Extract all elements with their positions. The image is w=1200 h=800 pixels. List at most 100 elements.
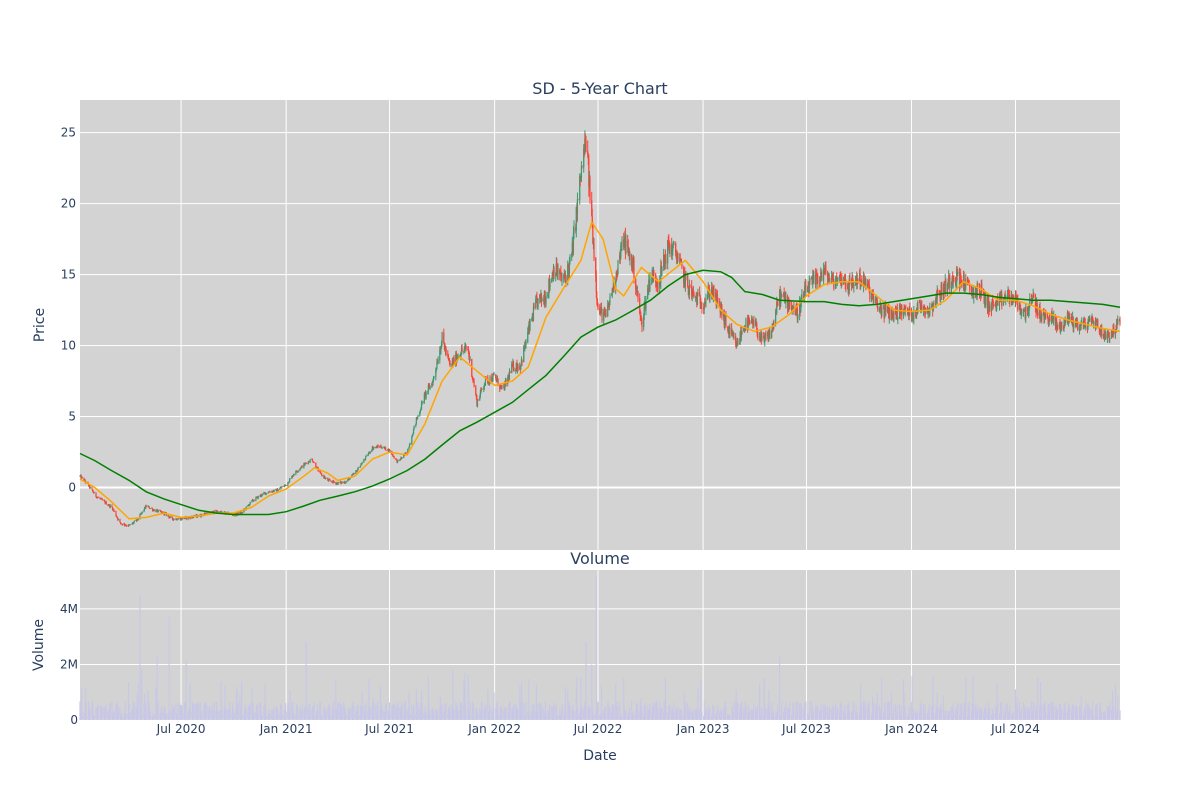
volume-bar	[765, 708, 767, 720]
candle-body	[177, 519, 179, 520]
candle-body	[281, 487, 283, 488]
volume-bar	[445, 703, 447, 720]
candle-body	[617, 260, 619, 275]
candle-body	[556, 274, 559, 276]
candle-body	[295, 470, 297, 475]
candle-body	[323, 475, 325, 478]
candle-body	[341, 482, 343, 483]
candle-body	[117, 519, 119, 520]
candle-body	[469, 358, 471, 360]
candle-body	[581, 166, 583, 168]
candle-body	[595, 275, 597, 292]
volume-bar	[717, 707, 719, 720]
volume-bar	[913, 712, 915, 720]
candle-body	[579, 176, 581, 180]
volume-bar	[768, 690, 770, 720]
candle-body	[719, 300, 721, 303]
volume-bar	[147, 691, 149, 720]
candle-body	[131, 523, 133, 525]
candle-body	[531, 319, 533, 320]
volume-bar	[904, 707, 906, 720]
candle-body	[864, 280, 866, 285]
candle-body	[347, 478, 350, 480]
candle-body	[792, 307, 794, 309]
candle-body	[291, 475, 293, 479]
volume-bar	[749, 709, 751, 720]
candle-body	[761, 335, 763, 341]
candle-body	[281, 486, 283, 488]
candle-body	[360, 464, 363, 465]
volume-bar	[884, 702, 886, 720]
candle-body	[393, 456, 395, 459]
volume-bar	[319, 702, 322, 720]
candle-body	[123, 523, 126, 526]
candle-body	[1095, 321, 1097, 329]
candle-body	[937, 290, 939, 293]
volume-bar	[796, 702, 798, 720]
volume-bar	[709, 708, 711, 720]
candle-body	[873, 300, 875, 302]
volume-bar	[535, 684, 537, 720]
candle-body	[919, 302, 921, 305]
volume-bar	[1013, 712, 1015, 720]
candle-body	[853, 282, 855, 287]
candle-body	[863, 274, 865, 285]
volume-bar	[199, 702, 202, 720]
candle-body	[791, 308, 793, 311]
volume-bar	[985, 704, 987, 720]
volume-bar	[869, 716, 871, 720]
volume-bar	[464, 702, 467, 720]
x-tick-label: Jan 2022	[467, 722, 521, 736]
volume-bar	[805, 701, 807, 720]
candle-body	[837, 277, 839, 281]
candle-body	[327, 478, 329, 481]
candle-body	[705, 298, 707, 302]
volume-bar	[890, 692, 893, 720]
candle-body	[371, 450, 373, 452]
candle-body	[332, 480, 335, 483]
candle-body	[289, 478, 291, 480]
candle-body	[453, 358, 455, 364]
volume-bar	[607, 702, 609, 720]
candle-body	[524, 341, 526, 350]
candle-body	[749, 322, 751, 324]
candle-body	[886, 306, 889, 312]
volume-bar	[925, 714, 927, 720]
candle-body	[667, 240, 669, 264]
volume-bar	[365, 702, 367, 720]
candle-body	[307, 461, 310, 464]
candle-body	[668, 241, 670, 248]
candle-body	[480, 388, 482, 393]
volume-bar	[942, 695, 945, 720]
candle-body	[934, 303, 937, 305]
volume-bar	[441, 704, 443, 720]
volume-bar	[211, 705, 213, 720]
volume-bar	[1081, 712, 1083, 720]
candle-body	[1006, 296, 1009, 297]
volume-bar	[857, 715, 859, 720]
candle-body	[427, 391, 429, 392]
candle-body	[667, 240, 669, 242]
candle-body	[822, 269, 825, 281]
candle-body	[563, 274, 565, 279]
candle-body	[141, 512, 143, 514]
candle-body	[813, 274, 815, 281]
volume-bar	[623, 678, 625, 720]
candle-body	[1108, 332, 1110, 340]
volume-bar	[357, 705, 359, 720]
candle-body	[829, 279, 831, 281]
volume-bar	[427, 676, 429, 720]
candle-body	[183, 518, 186, 519]
volume-bar	[1111, 690, 1114, 720]
candle-body	[103, 500, 105, 501]
volume-bar	[965, 677, 967, 720]
candle-body	[1045, 314, 1047, 316]
volume-bar	[453, 709, 455, 720]
candle-body	[143, 507, 146, 511]
candle-body	[472, 377, 474, 381]
candle-body	[297, 470, 299, 472]
candle-body	[946, 284, 949, 293]
candle-body	[707, 288, 709, 295]
candle-body	[377, 445, 379, 447]
volume-bar	[321, 716, 323, 720]
